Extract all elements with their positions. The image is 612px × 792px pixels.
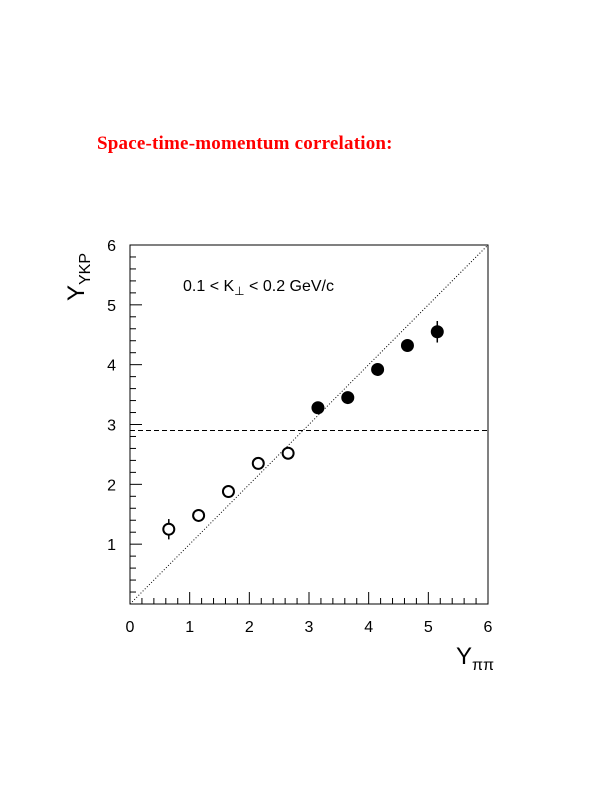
y-axis-title-main: Y: [63, 285, 90, 301]
y-tick-label: 1: [107, 537, 116, 554]
x-tick-label: 4: [364, 619, 373, 636]
tick-labels: 0 1 2 3 4 5 6 1 2 3 4 5 6: [107, 238, 492, 636]
filled-data-point: [311, 401, 325, 415]
filled-data-point: [430, 325, 444, 339]
y-axis-title: YYKP: [63, 253, 94, 301]
open-data-point: [251, 456, 265, 470]
y-tick-label: 6: [107, 238, 116, 255]
y-tick-label: 2: [107, 477, 116, 494]
y-tick-label: 3: [107, 418, 116, 435]
page-heading: Space-time-momentum correlation:: [97, 133, 393, 154]
x-axis-title: Yππ: [456, 643, 494, 674]
x-tick-label: 3: [305, 619, 314, 636]
filled-data-point: [400, 339, 414, 353]
x-tick-label: 6: [484, 619, 493, 636]
data-points: [162, 320, 444, 540]
y-tick-label: 4: [107, 358, 116, 375]
open-data-point: [221, 485, 235, 499]
filled-data-point: [341, 391, 355, 405]
chart-annotation: 0.1 < K⊥ < 0.2 GeV/c: [183, 278, 334, 298]
x-tick-label: 5: [424, 619, 433, 636]
y-tick-label: 5: [107, 298, 116, 315]
x-axis-title-main: Y: [456, 643, 472, 670]
open-data-point: [281, 446, 295, 460]
x-tick-label: 0: [126, 619, 135, 636]
y-axis-title-sub: YKP: [77, 253, 94, 285]
diagonal-reference-line: [129, 244, 489, 605]
open-data-point: [162, 522, 176, 536]
axis-ticks: [129, 244, 489, 605]
filled-data-point: [371, 362, 385, 376]
open-data-point: [192, 508, 206, 522]
reference-lines: [129, 244, 489, 605]
x-axis-title-sub: ππ: [472, 657, 494, 674]
x-tick-label: 2: [245, 619, 254, 636]
x-tick-label: 1: [185, 619, 194, 636]
